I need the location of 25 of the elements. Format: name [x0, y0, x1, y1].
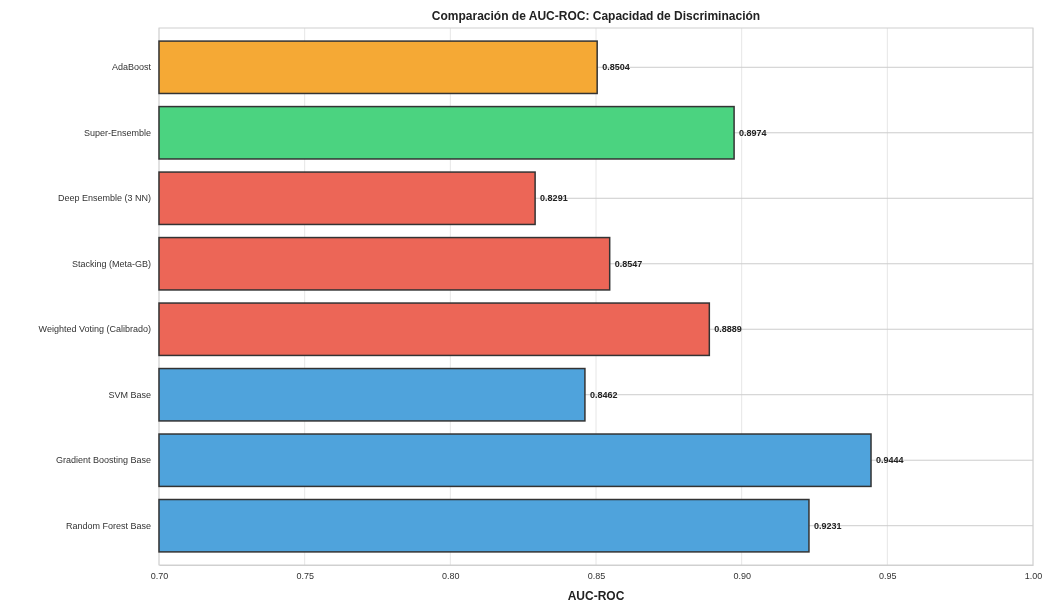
x-tick-label: 0.90 [733, 571, 751, 582]
y-tick-label: SVM Base [108, 389, 151, 400]
x-tick-label: 0.80 [442, 571, 460, 582]
y-tick-label: Weighted Voting (Calibrado) [38, 324, 151, 335]
x-tick-label: 0.75 [296, 571, 314, 582]
y-tick-label: Stacking (Meta-GB) [71, 258, 151, 269]
y-tick-label: Deep Ensemble (3 NN) [57, 193, 151, 204]
chart-title: Comparación de AUC-ROC: Capacidad de Discriminación [431, 9, 761, 23]
data-label: 0.8547 [614, 258, 643, 269]
x-tick-label: 0.85 [587, 571, 606, 582]
y-tick-label: Gradient Boosting Base [55, 455, 151, 466]
x-tick-label: 1.00 [1024, 571, 1043, 582]
data-label: 0.8889 [714, 324, 742, 335]
y-tick-label: Super-Ensemble [83, 127, 151, 138]
data-label: 0.9444 [876, 455, 904, 466]
x-axis-title: AUC-ROC [567, 589, 625, 603]
data-label: 0.8291 [540, 193, 568, 204]
data-label: 0.8504 [602, 62, 630, 73]
data-label: 0.8462 [589, 389, 618, 400]
y-tick-label: Random Forest Base [65, 520, 151, 531]
y-tick-label: AdaBoost [111, 62, 152, 73]
data-label: 0.8974 [739, 127, 767, 138]
data-label: 0.9231 [813, 520, 842, 531]
x-tick-label: 0.70 [150, 571, 169, 582]
x-tick-label: 0.95 [879, 571, 897, 582]
